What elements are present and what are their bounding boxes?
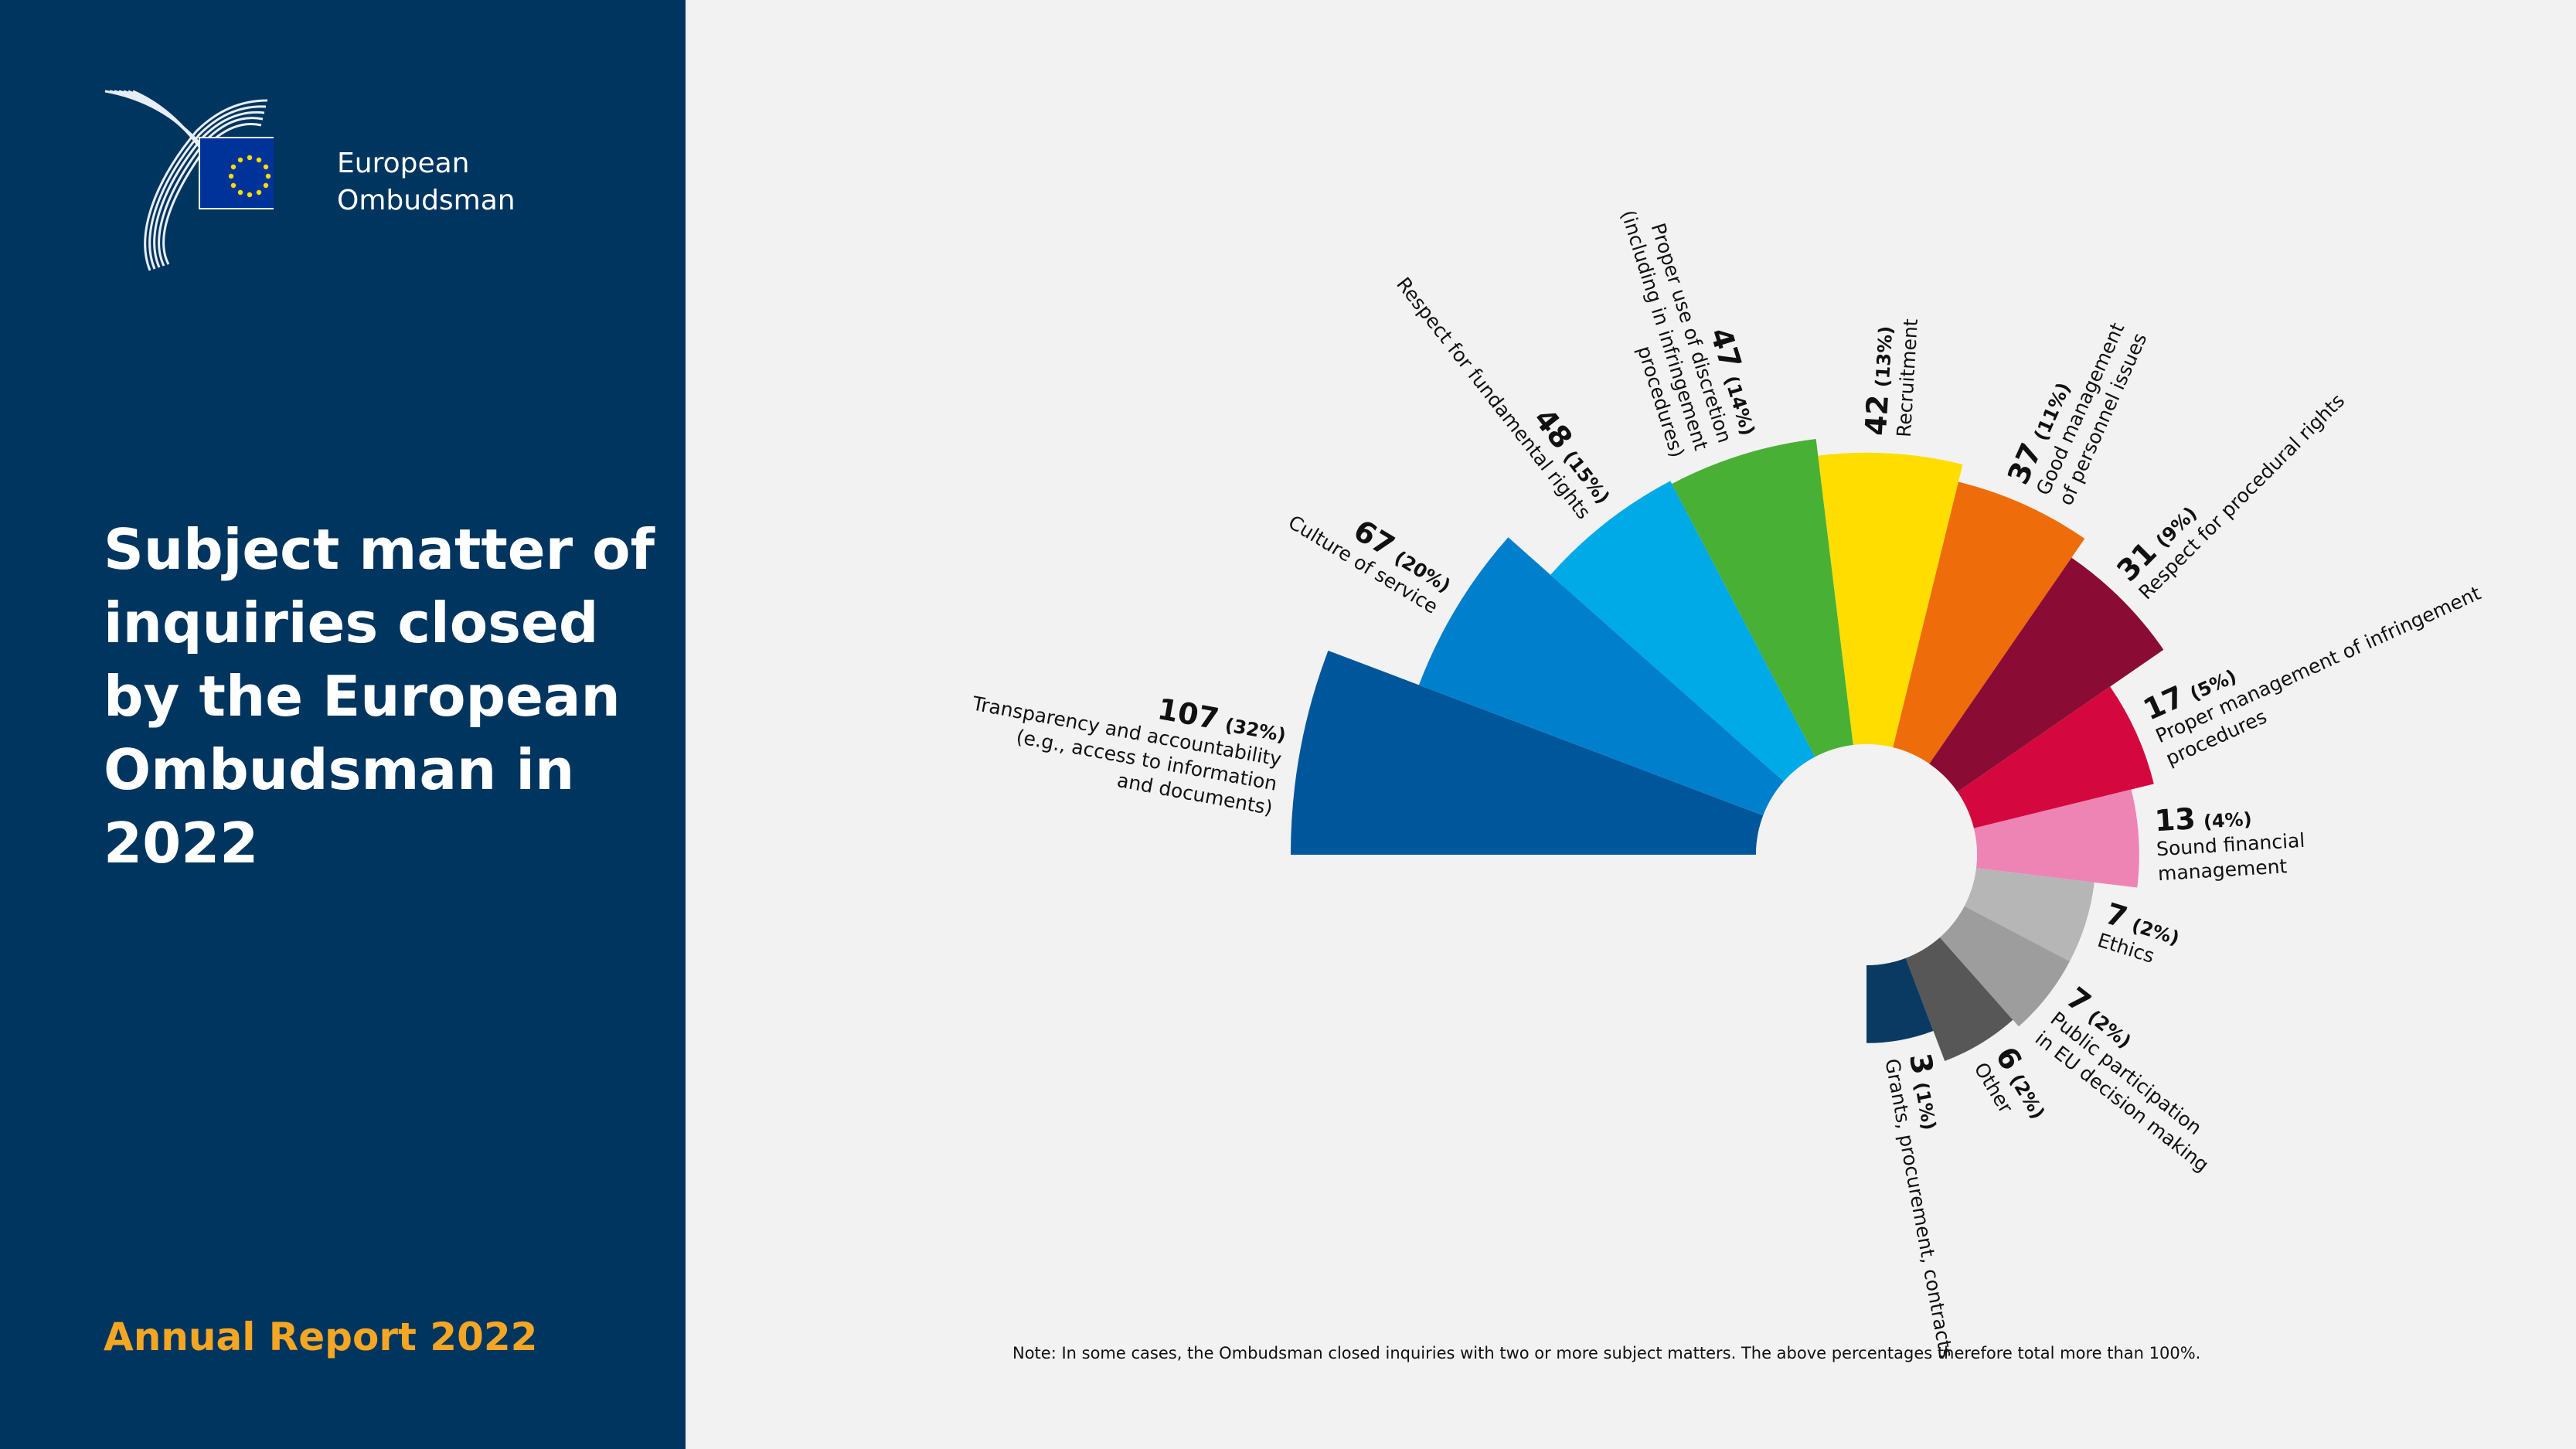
chart-label-8: 17(5%)Proper management of infringementp…: [2139, 582, 2485, 770]
chart-note: Note: In some cases, the Ombudsman close…: [1012, 1344, 2201, 1362]
chart-sector-1: [1291, 650, 1764, 855]
logo: European Ombudsman: [104, 85, 536, 286]
polar-area-chart: 107 (32%)Transparency and accountability(…: [970, 207, 2485, 1360]
chart-value-label: 7: [2101, 896, 2131, 935]
chart-sector-11: [1939, 906, 2070, 1027]
chart-label-10: 7(2%)Ethics: [2095, 896, 2183, 968]
chart-category-label: management: [2157, 855, 2288, 885]
chart-sector-4: [1672, 438, 1853, 757]
page-title: Subject matter of inquiries closed by th…: [104, 517, 655, 876]
chart-percent-label: (4%): [2203, 808, 2252, 833]
chart-sector-6: [1893, 481, 2085, 764]
chart-value-label: 13: [2154, 801, 2197, 838]
chart-percent-label: (13%): [1872, 325, 1897, 388]
chart-label-7: 31(9%)Respect for procedural rights: [2110, 389, 2350, 604]
chart-label-4: 47(14%)Proper use of discretion(includin…: [1617, 207, 1759, 460]
chart-label-1: 107 (32%)Transparency and accountability(…: [970, 692, 1288, 819]
chart-sector-12: [1905, 937, 2013, 1061]
sidebar: European Ombudsman Subject matter of inq…: [0, 0, 686, 1449]
chart-label-5: 42 (13%)Recruitment: [1859, 318, 1922, 437]
chart-value-label: 42: [1859, 393, 1895, 436]
chart-sector-9: [1973, 789, 2139, 888]
chart-sector-7: [1929, 557, 2164, 792]
annual-report-label: Annual Report 2022: [104, 1315, 538, 1359]
svg-text:13(4%): 13 (4%): [2154, 798, 2253, 838]
svg-text:42(13%): 42 (13%): [1859, 325, 1900, 437]
ombudsman-logo-icon: [104, 90, 274, 271]
chart-category-label: Recruitment: [1893, 318, 1922, 437]
chart-label-2: 67(20%)Culture of service: [1285, 511, 1455, 618]
chart-sector-8: [1957, 686, 2154, 828]
logo-text: European Ombudsman: [337, 145, 516, 219]
chart-label-12: 6(2%)Other: [1969, 1041, 2049, 1123]
chart-sector-2: [1418, 537, 1784, 816]
chart-sector-10: [1964, 868, 2094, 962]
chart-category-label: Respect for procedural rights: [2135, 389, 2350, 604]
org-name-line1: European: [337, 148, 470, 179]
chart-label-13: 3(1%)Grants, procurement, contracts: [1880, 1051, 1957, 1360]
chart-center-hole: [1756, 744, 1977, 965]
org-name-line2: Ombudsman: [337, 185, 516, 216]
chart-sectors: [1291, 438, 2164, 1061]
chart-sector-3: [1550, 481, 1815, 782]
chart-value-label: 3: [1903, 1051, 1940, 1077]
chart-category-label: Respect for fundamental rights: [1392, 273, 1595, 523]
chart-sector-13: [1866, 957, 1934, 1043]
chart-category-label: Proper management of infringement: [2152, 582, 2485, 747]
chart-sector-5: [1818, 452, 1963, 748]
chart-label-3: 48(15%)Respect for fundamental rights: [1392, 273, 1614, 523]
